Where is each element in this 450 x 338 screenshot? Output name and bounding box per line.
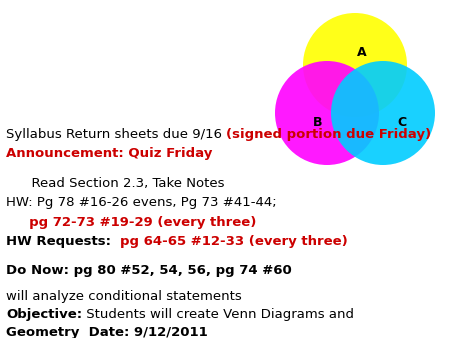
Text: HW: Pg 78 #16-26 evens, Pg 73 #41-44;: HW: Pg 78 #16-26 evens, Pg 73 #41-44; (6, 196, 277, 209)
Text: HW Requests:: HW Requests: (6, 235, 120, 248)
Text: Syllabus Return sheets due 9/16: Syllabus Return sheets due 9/16 (6, 128, 226, 141)
Circle shape (275, 61, 379, 165)
Text: Announcement: Quiz Friday: Announcement: Quiz Friday (6, 147, 212, 160)
Text: C: C (397, 116, 406, 128)
Text: pg 72-73 #19-29 (every three): pg 72-73 #19-29 (every three) (6, 216, 256, 229)
Circle shape (303, 13, 407, 117)
Text: A: A (357, 46, 367, 58)
Circle shape (331, 61, 435, 165)
Text: will analyze conditional statements: will analyze conditional statements (6, 290, 242, 303)
Text: Geometry  Date: 9/12/2011: Geometry Date: 9/12/2011 (6, 326, 208, 338)
Text: B: B (313, 116, 323, 128)
Text: pg 64-65 #12-33 (every three): pg 64-65 #12-33 (every three) (120, 235, 348, 248)
Text: Read Section 2.3, Take Notes: Read Section 2.3, Take Notes (6, 177, 225, 190)
Text: Do Now: pg 80 #52, 54, 56, pg 74 #60: Do Now: pg 80 #52, 54, 56, pg 74 #60 (6, 264, 292, 277)
Text: Objective:: Objective: (6, 308, 82, 320)
Text: Students will create Venn Diagrams and: Students will create Venn Diagrams and (82, 308, 354, 320)
Text: (signed portion due Friday): (signed portion due Friday) (226, 128, 432, 141)
